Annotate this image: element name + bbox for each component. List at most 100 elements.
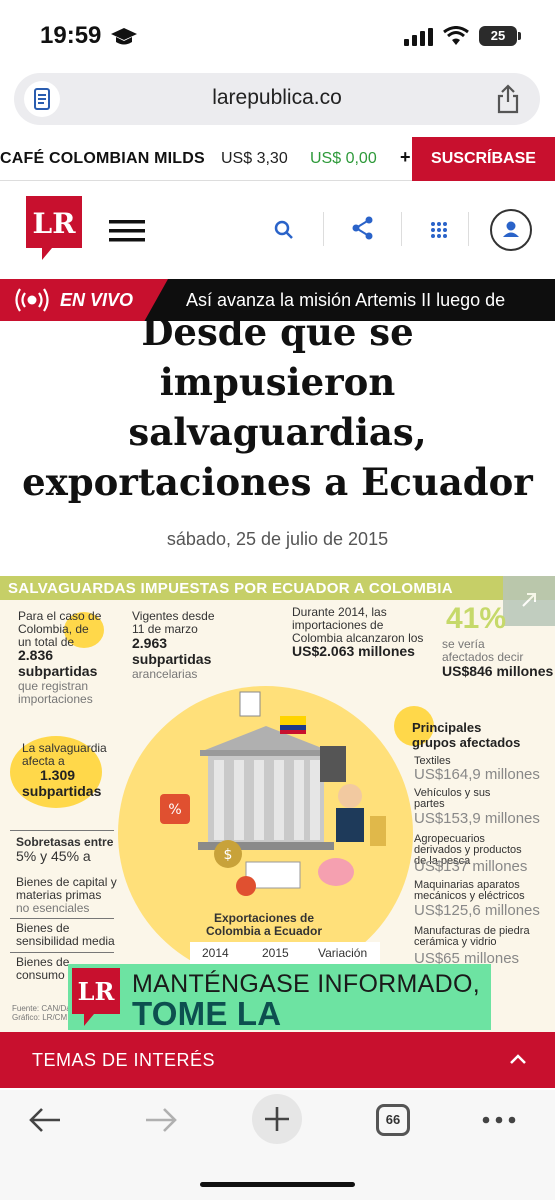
info-source: Fuente: CAN/Da Gráfico: LR/CM — [12, 1004, 71, 1022]
info-affects-intro: La salvaguardia afecta a — [22, 741, 107, 768]
divider-line — [10, 830, 114, 831]
government-building-illustration: $ — [198, 691, 386, 896]
info-groups-title: Principales grupos afectados — [412, 720, 521, 750]
tab-switcher-button[interactable]: 66 — [376, 1104, 410, 1136]
info-consumer-goods: Bienes de consumo — [16, 955, 70, 982]
back-arrow-icon[interactable] — [28, 1106, 62, 1134]
group-value: US$164,9 millones — [414, 766, 540, 783]
info-col2-value: 2.963 — [132, 635, 168, 651]
info-surcharge-title: Sobretasas entre — [16, 835, 114, 849]
info-col2-note: arancelarias — [132, 667, 198, 681]
info-exports-title: Exportaciones de Colombia a Ecuador — [205, 911, 323, 938]
share-icon[interactable] — [496, 84, 520, 114]
live-headline-link[interactable]: Así avanza la misión Artemis II luego de — [186, 290, 506, 310]
info-col1-value: 2.836 — [18, 647, 54, 663]
apps-grid-icon[interactable] — [430, 221, 448, 239]
live-label: EN VIVO — [60, 290, 134, 310]
expand-image-button[interactable] — [503, 576, 555, 626]
info-col3-intro: Durante 2014, las importaciones de Colom… — [292, 605, 424, 645]
graduation-cap-icon — [111, 28, 137, 45]
home-indicator — [200, 1182, 355, 1187]
group-label: Textiles — [414, 755, 451, 767]
highlight-blob — [10, 736, 102, 808]
info-medium-goods: Bienes de sensibilidad media — [16, 921, 115, 948]
live-broadcast-icon — [15, 288, 49, 312]
battery-indicator: 25 — [479, 26, 521, 46]
info-exports-header-row: 2014 2015 Variación — [190, 942, 380, 964]
page-info-icon[interactable] — [24, 81, 60, 117]
article-infographic[interactable]: SALVAGUARDAS IMPUESTAS POR ECUADOR A COL… — [0, 576, 555, 1032]
info-affects-unit: subpartidas — [22, 783, 102, 799]
svg-text:%: % — [168, 802, 181, 818]
ticker-commodity-name: CAFÉ COLOMBIAN MILDS — [0, 150, 205, 167]
ticker-change: US$ 0,00 — [310, 150, 377, 167]
live-news-bar[interactable]: EN VIVO Así avanza la misión Artemis II … — [0, 279, 555, 321]
info-affects-value: 1.309 — [40, 767, 76, 783]
group-value: US$137 millones — [414, 858, 528, 875]
more-options-icon[interactable] — [482, 1116, 516, 1124]
highlight-blob — [64, 612, 104, 648]
header-divider — [468, 212, 469, 246]
info-col1-intro: Para el caso de Colombia, de un total de — [18, 609, 102, 649]
clock: 19:59 — [40, 22, 102, 49]
expand-arrow-icon — [522, 593, 536, 607]
browser-toolbar: 66 — [0, 1090, 555, 1200]
header-divider — [401, 212, 402, 246]
info-percentage-value: US$846 millones — [442, 663, 554, 679]
group-label: Vehículos y sus partes — [414, 787, 491, 810]
group-label: Manufacturas de piedra cerámica y vidrio — [414, 925, 530, 948]
divider-line — [10, 918, 114, 919]
newsletter-promo-banner[interactable]: LR MANTÉNGASE INFORMADO, TOME LA DELANTE… — [68, 964, 491, 1070]
topics-of-interest-bar[interactable]: TEMAS DE INTERÉS — [0, 1032, 555, 1088]
group-value: US$125,6 millones — [414, 902, 540, 919]
wifi-icon — [443, 26, 469, 45]
url-text[interactable]: larepublica.co — [212, 86, 342, 109]
divider-line — [10, 952, 114, 953]
cellular-signal-icon — [404, 28, 433, 46]
promo-headline: MANTÉNGASE INFORMADO, — [132, 970, 480, 998]
status-bar: 19:59 25 — [0, 0, 555, 70]
info-col1-unit: subpartidas — [18, 663, 98, 679]
article-title-container: Desde que se impusieron salvaguardias, e… — [0, 321, 555, 506]
subscribe-button[interactable]: SUSCRÍBASE — [412, 137, 555, 181]
article-date: sábado, 25 de julio de 2015 — [166, 529, 389, 549]
user-icon — [503, 221, 519, 237]
group-value: US$153,9 millones — [414, 810, 540, 827]
svg-text:LR: LR — [78, 977, 116, 1006]
info-col3-value: US$2.063 millones — [292, 643, 415, 659]
highlight-blob — [394, 706, 434, 746]
site-header: LR — [0, 182, 555, 278]
market-ticker: CAFÉ COLOMBIAN MILDS US$ 3,30 US$ 0,00 +… — [0, 137, 555, 181]
article-title: Desde que se impusieron salvaguardias, e… — [22, 321, 533, 504]
search-icon[interactable] — [273, 219, 295, 241]
info-percentage-note: se vería afectados decir — [442, 637, 524, 664]
topics-label: TEMAS DE INTERÉS — [32, 1050, 216, 1070]
info-capital-goods: Bienes de capital y materias primas no e… — [16, 875, 117, 915]
plus-icon — [265, 1107, 289, 1131]
svg-text:$: $ — [224, 847, 233, 863]
forward-arrow-icon[interactable] — [144, 1106, 178, 1134]
percent-icon: % — [160, 794, 190, 824]
info-surcharge-value: 5% y 45% a — [16, 848, 91, 864]
lr-logo[interactable]: LR — [26, 196, 82, 262]
header-divider — [323, 212, 324, 246]
infographic-heading: SALVAGUARDAS IMPUESTAS POR ECUADOR A COL… — [8, 580, 453, 597]
address-bar[interactable]: larepublica.co — [14, 73, 540, 125]
ticker-separator: + — [400, 147, 411, 167]
group-value: US$65 millones — [414, 950, 520, 967]
ticker-price: US$ 3,30 — [221, 150, 288, 167]
group-label: Maquinarias aparatos mecánicos y eléctri… — [414, 879, 525, 902]
chevron-up-icon[interactable] — [509, 1053, 527, 1065]
hamburger-menu-icon[interactable] — [109, 219, 145, 243]
group-label: Agropecuarios derivados y productos de l… — [414, 833, 522, 867]
new-tab-button[interactable] — [252, 1094, 302, 1144]
info-col1-note: que registran importaciones — [18, 679, 93, 706]
share-icon[interactable] — [352, 216, 374, 240]
lr-logo: LR — [72, 968, 120, 1026]
info-percentage: 41% — [446, 602, 507, 635]
info-col2-intro: Vigentes desde 11 de marzo — [132, 609, 215, 636]
info-col2-unit: subpartidas — [132, 651, 212, 667]
user-account-button[interactable] — [490, 209, 532, 251]
svg-text:LR: LR — [33, 207, 77, 240]
infographic-header-band: SALVAGUARDAS IMPUESTAS POR ECUADOR A COL… — [0, 576, 555, 600]
